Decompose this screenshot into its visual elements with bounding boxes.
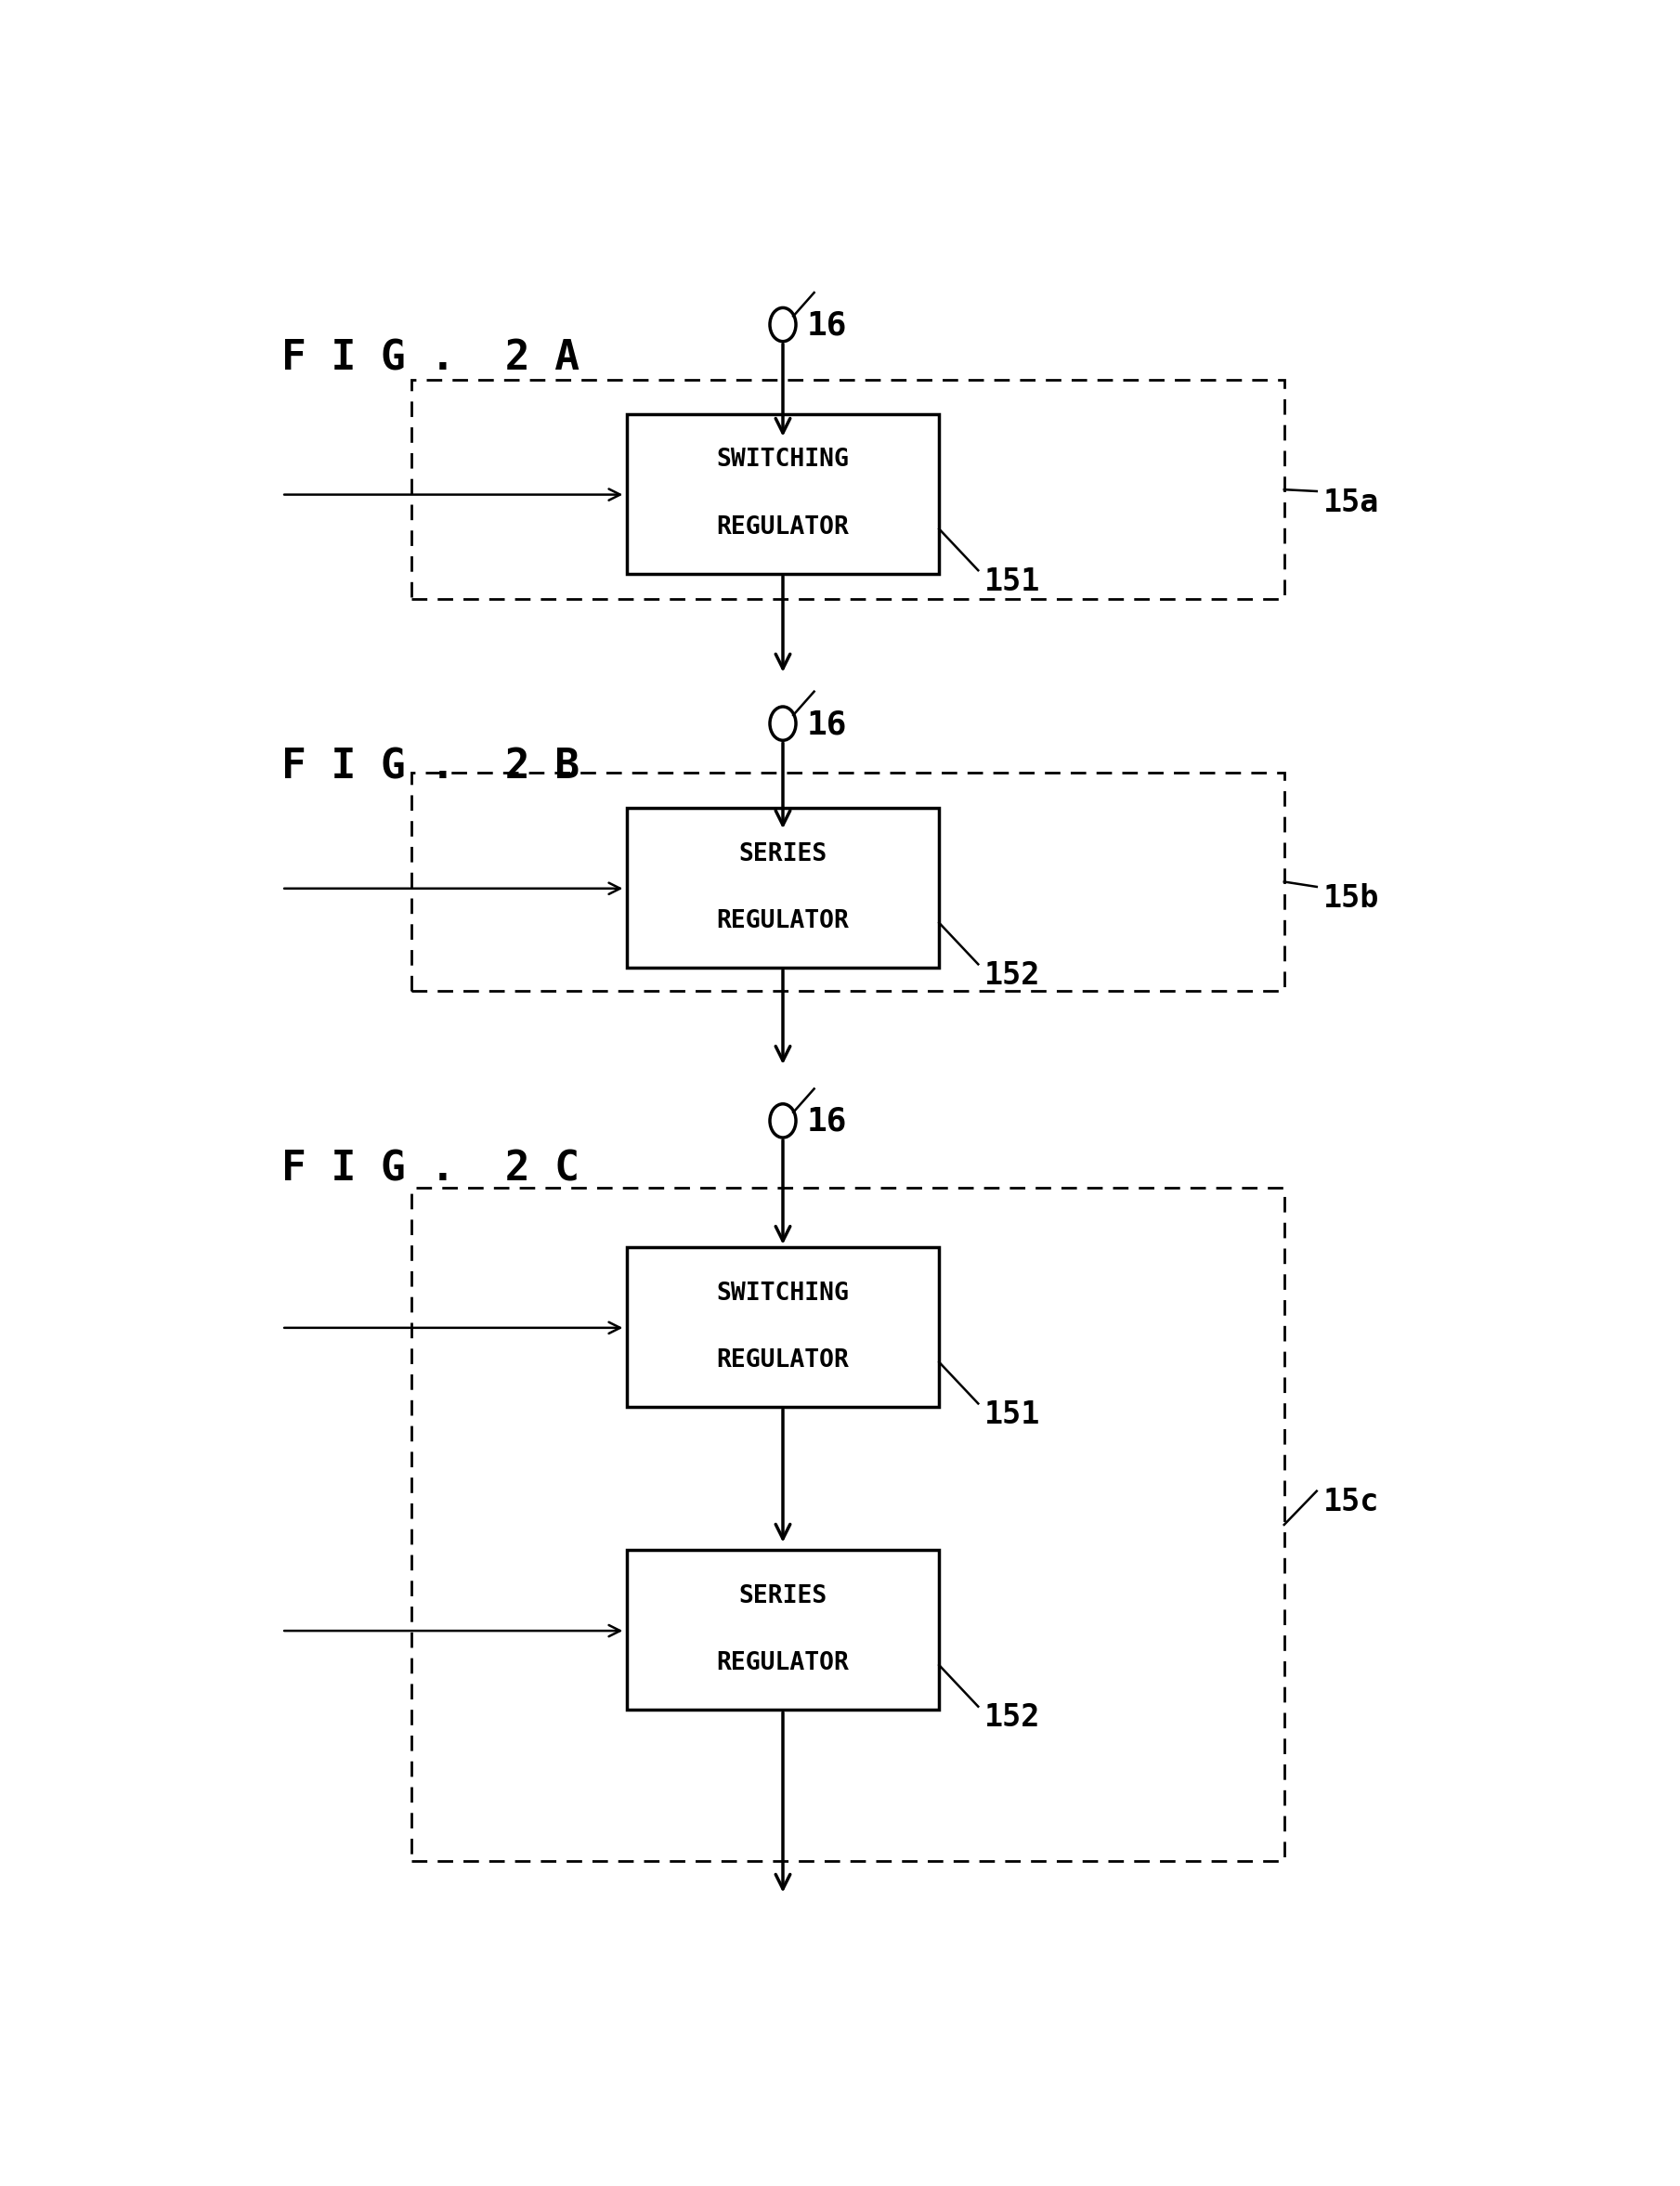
Bar — [412, 772, 1284, 990]
Bar — [627, 1246, 939, 1408]
Text: SWITCHING: SWITCHING — [717, 448, 848, 472]
Bar — [627, 1550, 939, 1709]
Text: 15a: 15a — [1324, 487, 1379, 518]
Bar — [412, 1187, 1284, 1862]
Text: 152: 152 — [984, 960, 1040, 990]
Text: F I G .  2 C: F I G . 2 C — [282, 1150, 580, 1189]
Text: REGULATOR: REGULATOR — [717, 1349, 848, 1373]
Bar — [412, 380, 1284, 599]
Text: 151: 151 — [984, 566, 1040, 597]
Bar — [627, 413, 939, 573]
Text: 15c: 15c — [1324, 1486, 1379, 1517]
Text: F I G .  2 B: F I G . 2 B — [282, 748, 580, 787]
Text: 16: 16 — [806, 310, 847, 341]
Text: F I G .  2 A: F I G . 2 A — [282, 339, 580, 378]
Text: SERIES: SERIES — [739, 842, 827, 866]
Text: 16: 16 — [806, 1106, 847, 1137]
Text: REGULATOR: REGULATOR — [717, 1653, 848, 1677]
Text: SWITCHING: SWITCHING — [717, 1281, 848, 1305]
Text: 152: 152 — [984, 1703, 1040, 1733]
Text: SERIES: SERIES — [739, 1585, 827, 1609]
Bar — [627, 807, 939, 968]
Text: REGULATOR: REGULATOR — [717, 909, 848, 933]
Text: 151: 151 — [984, 1399, 1040, 1430]
Text: 16: 16 — [806, 708, 847, 741]
Text: 15b: 15b — [1324, 883, 1379, 914]
Text: REGULATOR: REGULATOR — [717, 516, 848, 540]
